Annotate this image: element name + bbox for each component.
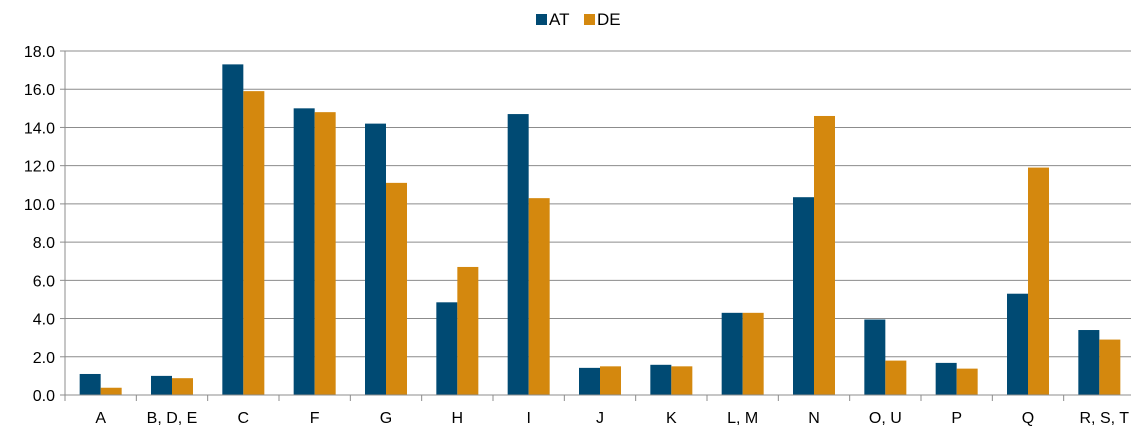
x-tick-label: I bbox=[526, 410, 530, 427]
x-tick-label: O, U bbox=[869, 410, 902, 427]
bar-de-12 bbox=[956, 368, 978, 395]
bar-de-11 bbox=[885, 360, 907, 395]
bar-at-1 bbox=[151, 375, 172, 395]
bar-at-14 bbox=[1078, 330, 1100, 395]
x-tick-label: C bbox=[238, 410, 250, 427]
bar-at-11 bbox=[864, 319, 886, 395]
bar-de-13 bbox=[1028, 167, 1049, 395]
bar-at-13 bbox=[1007, 293, 1028, 395]
bar-de-14 bbox=[1099, 339, 1121, 395]
bar-de-10 bbox=[814, 115, 835, 395]
bar-de-6 bbox=[528, 198, 550, 395]
x-tick-label: B, D, E bbox=[147, 410, 198, 427]
y-tick-label: 8.0 bbox=[33, 235, 55, 252]
bar-de-9 bbox=[742, 312, 764, 395]
bar-at-0 bbox=[79, 373, 101, 395]
y-tick-label: 0.0 bbox=[33, 388, 55, 405]
bar-de-1 bbox=[172, 378, 193, 395]
bar-de-0 bbox=[100, 387, 122, 395]
bar-de-7 bbox=[600, 366, 621, 395]
y-tick-labels: 0.0 2.0 4.0 6.0 8.0 10.0 12.0 14.0 16.0 18.0 bbox=[24, 44, 55, 405]
y-tick-label: 16.0 bbox=[24, 82, 55, 99]
bar-at-7 bbox=[579, 367, 600, 395]
x-tick-label: L, M bbox=[727, 410, 758, 427]
y-tick-label: 4.0 bbox=[33, 312, 55, 329]
bar-de-2 bbox=[243, 91, 265, 395]
bar-at-9 bbox=[721, 312, 743, 395]
bar-at-2 bbox=[222, 64, 244, 395]
legend: AT DE bbox=[536, 10, 621, 29]
y-tick-label: 6.0 bbox=[33, 273, 55, 290]
x-tick-labels: A B, D, E C F G H I J K L, M N O, U P Q R, S, T bbox=[95, 410, 1129, 427]
bar-at-12 bbox=[935, 362, 957, 395]
legend-swatch-at bbox=[536, 14, 547, 25]
bar-at-8 bbox=[650, 364, 672, 395]
bar-at-5 bbox=[436, 302, 458, 395]
bar-at-4 bbox=[365, 123, 386, 395]
bar-de-5 bbox=[457, 266, 479, 395]
axes bbox=[60, 50, 1131, 401]
x-tick-label: H bbox=[452, 410, 464, 427]
x-tick-label: R, S, T bbox=[1080, 410, 1130, 427]
x-tick-label: K bbox=[666, 410, 677, 427]
y-tick-label: 2.0 bbox=[33, 350, 55, 367]
y-tick-label: 18.0 bbox=[24, 44, 55, 61]
x-tick-label: F bbox=[310, 410, 320, 427]
bar-de-8 bbox=[671, 366, 693, 395]
bars bbox=[79, 64, 1121, 396]
legend-swatch-de bbox=[584, 14, 595, 25]
y-tick-label: 10.0 bbox=[24, 197, 55, 214]
bar-at-3 bbox=[293, 108, 315, 395]
bar-de-4 bbox=[386, 182, 407, 395]
legend-label-de: DE bbox=[597, 10, 621, 29]
y-tick-label: 14.0 bbox=[24, 120, 55, 137]
bar-at-6 bbox=[507, 114, 529, 396]
bar-at-10 bbox=[793, 197, 814, 395]
y-tick-label: 12.0 bbox=[24, 159, 55, 176]
x-tick-label: Q bbox=[1022, 410, 1034, 427]
x-tick-label: N bbox=[808, 410, 820, 427]
bar-de-3 bbox=[314, 112, 336, 396]
legend-label-at: AT bbox=[549, 10, 569, 29]
x-tick-label: P bbox=[951, 410, 962, 427]
x-tick-label: G bbox=[380, 410, 392, 427]
x-tick-label: J bbox=[596, 410, 604, 427]
x-tick-label: A bbox=[95, 410, 106, 427]
